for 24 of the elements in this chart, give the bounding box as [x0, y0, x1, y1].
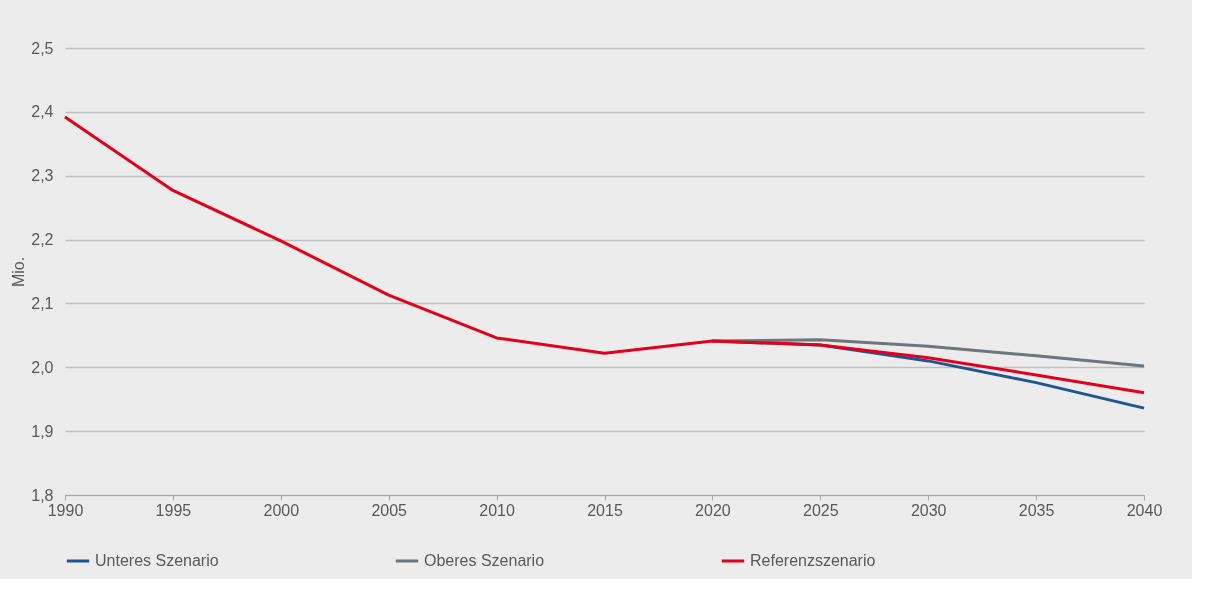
line-series — [63, 115, 1146, 395]
x-tick-label: 2035 — [1018, 501, 1055, 519]
x-tick-label: 2025 — [803, 501, 839, 519]
x-tick-label: 2010 — [479, 501, 515, 519]
y-tick-label: 1,8 — [31, 486, 54, 504]
x-tick-label: 2040 — [1126, 501, 1163, 519]
y-tick-label: 2,5 — [31, 39, 54, 57]
x-tick-label: 2020 — [695, 501, 731, 519]
x-tick-label: 2005 — [371, 501, 408, 519]
legend-label: Referenzszenario — [750, 552, 876, 569]
x-tick-label: 2030 — [910, 501, 947, 519]
y-tick-label: 2,4 — [31, 103, 54, 121]
legend-label: Unteres Szenario — [95, 552, 219, 569]
y-axis-title: Mio. — [10, 256, 28, 288]
x-tick-label: 2015 — [587, 501, 623, 519]
y-tick-label: 2,2 — [31, 231, 54, 249]
y-tick-label: 1,9 — [31, 422, 54, 440]
x-tick-label: 2000 — [263, 501, 300, 519]
y-tick-label: 2,1 — [31, 294, 54, 312]
y-tick-label: 2,0 — [31, 358, 54, 376]
x-tick-label: 1995 — [155, 501, 192, 519]
legend-label: Oberes Szenario — [424, 552, 545, 569]
y-tick-label: 2,3 — [31, 167, 54, 185]
x-tick-label: 1990 — [47, 501, 84, 519]
